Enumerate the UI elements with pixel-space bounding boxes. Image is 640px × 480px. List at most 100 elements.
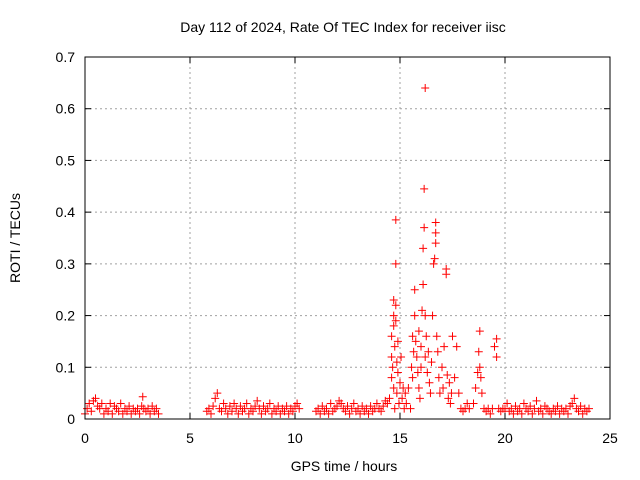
data-point — [475, 363, 484, 372]
data-point — [366, 402, 375, 411]
data-point — [389, 383, 398, 392]
data-points — [81, 84, 593, 418]
data-point — [295, 404, 304, 413]
y-axis-ticks: 0 0.1 0.2 0.3 0.4 0.5 0.6 0.7 — [56, 49, 610, 427]
data-point — [272, 407, 281, 416]
data-point — [284, 409, 293, 418]
data-point — [408, 373, 417, 382]
data-point — [406, 404, 415, 413]
data-point — [318, 402, 327, 411]
data-point — [477, 389, 486, 398]
data-point — [387, 332, 396, 341]
data-point — [404, 383, 413, 392]
data-point — [135, 409, 144, 418]
data-point — [409, 347, 418, 356]
data-point — [138, 392, 147, 401]
data-point — [225, 402, 234, 411]
data-point — [439, 383, 448, 392]
data-point — [99, 409, 108, 418]
y-tick-label: 0.3 — [56, 256, 76, 272]
data-point — [465, 404, 474, 413]
data-point — [108, 409, 117, 418]
data-point — [358, 402, 367, 411]
data-point — [431, 218, 440, 227]
data-point — [146, 409, 155, 418]
data-point — [411, 337, 420, 346]
plot-frame — [84, 56, 611, 420]
data-point — [234, 409, 243, 418]
data-point — [532, 396, 541, 405]
data-point — [423, 368, 432, 377]
data-point — [415, 394, 424, 403]
data-point — [255, 404, 264, 413]
data-point — [564, 409, 572, 418]
data-point — [402, 399, 411, 408]
data-point — [435, 389, 444, 398]
data-point — [410, 311, 419, 320]
data-point — [432, 332, 441, 341]
data-point — [249, 407, 257, 416]
data-point — [148, 402, 157, 411]
data-point — [364, 409, 373, 418]
data-point — [228, 407, 236, 416]
data-point — [507, 404, 516, 413]
data-point — [144, 404, 152, 413]
data-point — [490, 342, 499, 351]
data-point — [389, 296, 398, 305]
data-point — [393, 337, 402, 346]
grid-lines — [85, 57, 610, 419]
data-point — [430, 254, 439, 263]
data-point — [447, 389, 456, 398]
data-point — [314, 404, 323, 413]
data-point — [345, 409, 354, 418]
data-point — [257, 409, 266, 418]
data-point — [397, 352, 406, 361]
data-point — [354, 404, 362, 413]
x-tick-label: 0 — [81, 430, 89, 446]
data-point — [417, 363, 425, 372]
data-point — [440, 342, 449, 351]
data-point — [251, 402, 260, 411]
data-point — [445, 378, 454, 387]
data-point — [343, 402, 352, 411]
data-point — [448, 332, 457, 341]
data-point — [341, 407, 350, 416]
data-point — [259, 402, 268, 411]
y-axis-label: ROTI / TECUs — [7, 193, 23, 283]
data-point — [427, 358, 436, 367]
data-point — [389, 311, 398, 320]
data-point — [450, 373, 459, 382]
x-tick-label: 25 — [602, 430, 618, 446]
y-tick-label: 0.1 — [56, 359, 76, 375]
x-tick-label: 5 — [186, 430, 194, 446]
data-point — [207, 409, 215, 418]
data-point — [570, 394, 579, 403]
data-point — [419, 280, 428, 289]
data-point — [385, 394, 394, 403]
data-point — [438, 363, 446, 372]
data-point — [401, 389, 410, 398]
data-point — [421, 311, 430, 320]
data-point — [442, 270, 451, 279]
data-point — [547, 409, 556, 418]
data-point — [394, 399, 403, 408]
data-point — [391, 316, 400, 325]
data-point — [379, 402, 388, 411]
data-point — [509, 409, 518, 418]
data-point — [85, 399, 94, 408]
data-point — [242, 399, 251, 408]
data-point — [526, 402, 535, 411]
data-point — [362, 404, 371, 413]
data-point — [118, 409, 127, 418]
data-point — [424, 347, 433, 356]
data-point — [420, 184, 429, 193]
data-point — [125, 402, 134, 411]
data-point — [83, 404, 92, 413]
data-point — [390, 342, 399, 351]
data-point — [574, 407, 583, 416]
data-point — [326, 399, 335, 408]
data-point — [568, 399, 577, 408]
data-point — [232, 404, 241, 413]
data-point — [383, 399, 392, 408]
data-point — [387, 352, 396, 361]
